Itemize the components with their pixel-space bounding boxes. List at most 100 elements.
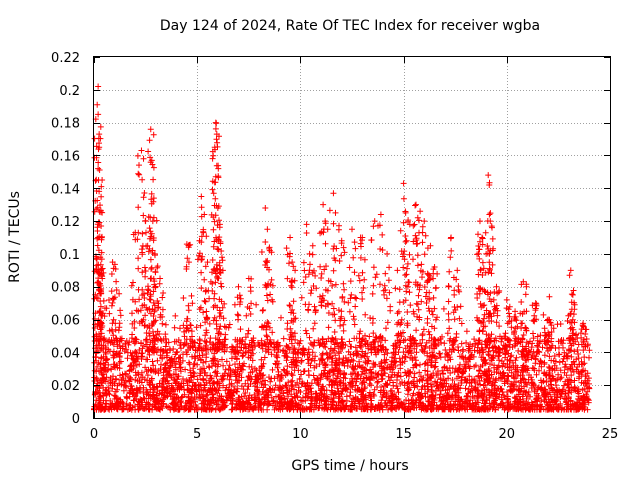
- data-point: [151, 250, 158, 257]
- y-tick-label: 0.1: [59, 248, 80, 263]
- data-point: [95, 83, 102, 90]
- data-point: [421, 218, 428, 225]
- data-point: [109, 259, 116, 266]
- data-point: [287, 234, 294, 241]
- axis-ticks: [94, 57, 611, 419]
- data-point: [371, 218, 378, 225]
- data-points: [91, 83, 593, 413]
- data-point: [448, 234, 455, 241]
- data-point: [148, 157, 155, 164]
- x-tick-label: 25: [602, 427, 619, 442]
- data-point: [412, 201, 419, 208]
- data-point: [402, 209, 409, 216]
- data-point: [503, 296, 510, 303]
- data-point: [142, 218, 149, 225]
- data-point: [264, 226, 271, 233]
- x-axis-label: GPS time / hours: [291, 458, 408, 474]
- data-point: [200, 229, 207, 236]
- data-point: [140, 155, 147, 162]
- data-point: [332, 209, 339, 216]
- y-tick-label: 0.08: [51, 281, 80, 296]
- y-tick-label: 0.2: [59, 84, 80, 99]
- data-point: [149, 218, 156, 225]
- data-point: [479, 234, 486, 241]
- data-point: [487, 218, 494, 225]
- data-point: [427, 242, 434, 249]
- data-point: [384, 250, 391, 257]
- y-axis-label: ROTI / TECUs: [7, 191, 23, 283]
- y-tick-label: 0: [72, 412, 80, 427]
- data-point: [204, 259, 211, 266]
- data-point: [266, 244, 273, 251]
- data-point: [520, 278, 527, 285]
- data-point: [147, 126, 154, 133]
- data-point: [198, 193, 205, 200]
- data-point: [212, 173, 219, 180]
- data-point: [96, 144, 103, 151]
- data-point: [144, 242, 151, 249]
- y-tick-label: 0.02: [51, 379, 80, 394]
- data-point: [95, 234, 102, 241]
- data-point: [322, 218, 329, 225]
- chart-title: Day 124 of 2024, Rate Of TEC Index for r…: [160, 18, 540, 34]
- y-tick-label: 0.04: [51, 346, 80, 361]
- data-point: [476, 218, 483, 225]
- data-point: [95, 165, 102, 172]
- grid-lines: [94, 57, 610, 418]
- data-point: [95, 111, 102, 118]
- data-point: [486, 181, 493, 188]
- plot-frame: [93, 56, 611, 419]
- data-point: [216, 221, 223, 228]
- y-tick-label: 0.18: [51, 117, 80, 132]
- data-point: [338, 237, 345, 244]
- data-point: [512, 308, 519, 315]
- x-tick-label: 5: [193, 427, 201, 442]
- data-point: [580, 323, 587, 330]
- x-tick-label: 20: [499, 427, 516, 442]
- data-point: [569, 291, 576, 298]
- data-point: [485, 172, 492, 179]
- data-point: [431, 264, 438, 271]
- y-tick-label: 0.06: [51, 314, 80, 329]
- data-point: [245, 275, 252, 282]
- x-axis-tick-labels: 0 5 10 15 20 25: [90, 427, 618, 442]
- scatter-point-cloud: [91, 101, 593, 413]
- data-point: [567, 267, 574, 274]
- data-point: [150, 195, 157, 202]
- data-point: [113, 287, 120, 294]
- y-tick-label: 0.22: [51, 51, 80, 66]
- data-point: [320, 201, 327, 208]
- data-point: [262, 204, 269, 211]
- data-point: [96, 131, 103, 138]
- y-tick-label: 0.12: [51, 215, 80, 230]
- data-point: [406, 221, 413, 228]
- x-tick-label: 15: [395, 427, 412, 442]
- data-point: [132, 229, 139, 236]
- data-point: [330, 190, 337, 197]
- data-point: [309, 242, 316, 249]
- data-point: [359, 234, 366, 241]
- y-tick-label: 0.14: [51, 182, 80, 197]
- data-point: [183, 241, 190, 248]
- data-point: [289, 259, 296, 266]
- data-point: [545, 316, 552, 323]
- data-point: [532, 300, 539, 307]
- data-point: [400, 180, 407, 187]
- data-point: [483, 250, 490, 257]
- data-point: [377, 211, 384, 218]
- y-tick-label: 0.16: [51, 149, 80, 164]
- data-point: [97, 254, 104, 261]
- data-point: [157, 275, 164, 282]
- data-point: [95, 177, 102, 184]
- data-point: [214, 204, 221, 211]
- x-tick-label: 10: [292, 427, 309, 442]
- data-point: [493, 283, 500, 290]
- data-point: [303, 221, 310, 228]
- y-axis-tick-labels: 0 0.02 0.04 0.06 0.08 0.1 0.12 0.14 0.16 0.18 0.2 0…: [51, 51, 80, 427]
- data-point: [211, 144, 218, 151]
- data-point: [138, 147, 145, 154]
- data-point: [454, 267, 461, 274]
- data-point: [235, 283, 242, 290]
- data-point: [185, 259, 192, 266]
